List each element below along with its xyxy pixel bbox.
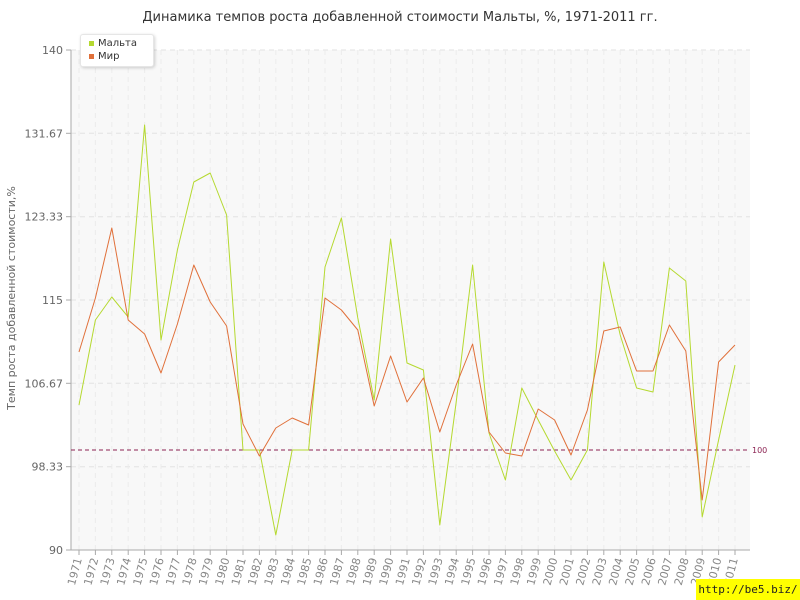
y-tick-label: 140 <box>42 44 63 57</box>
reference-line-label: 100 <box>752 446 767 455</box>
chart-title: Динамика темпов роста добавленной стоимо… <box>142 10 658 25</box>
legend-item-malta[interactable]: Мальта <box>89 38 137 49</box>
series-layer <box>78 124 736 536</box>
legend-swatch-world <box>89 53 94 59</box>
y-tick-label: 123.33 <box>25 211 64 224</box>
reference-line-group: 100 <box>71 446 767 455</box>
y-tick-label: 106.67 <box>25 377 64 390</box>
legend-item-world[interactable]: Мир <box>89 51 119 62</box>
watermark-link[interactable]: http://be5.biz/ <box>696 579 800 600</box>
y-tick-labels: 90 98.33 106.67 115 123.33 131.67 140 <box>25 44 64 557</box>
grid-layer <box>66 49 750 555</box>
y-tick-label: 98.33 <box>32 461 64 474</box>
series-line-malta <box>78 124 736 536</box>
legend-label-malta: Мальта <box>98 38 137 49</box>
x-tick-labels: 1971197219731974197519761977197819791980… <box>65 556 741 586</box>
legend-swatch-malta <box>89 40 94 46</box>
y-tick-label: 90 <box>49 544 63 557</box>
legend: Мальта Мир <box>80 34 154 67</box>
series-line-world <box>78 227 736 501</box>
axis-layer <box>70 50 750 551</box>
y-axis-label: Темп роста добавленной стоимости,% <box>5 186 18 411</box>
y-tick-label: 131.67 <box>25 127 64 140</box>
legend-label-world: Мир <box>98 51 120 62</box>
y-tick-label: 115 <box>42 294 63 307</box>
